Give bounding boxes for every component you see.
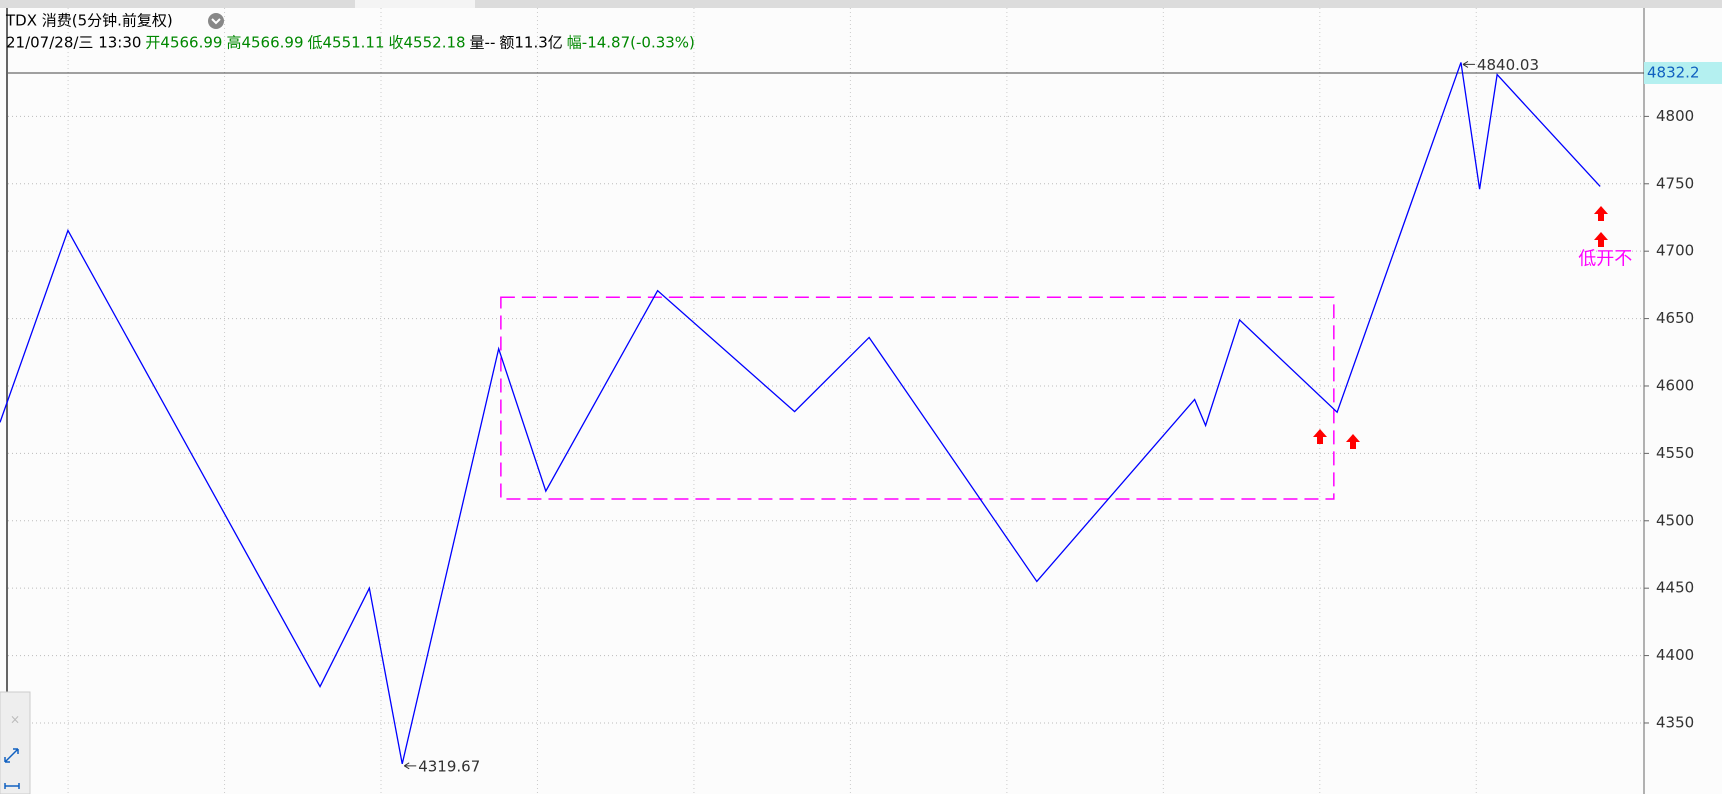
chart-title: TDX 消费(5分钟.前复权) xyxy=(5,12,173,30)
tab-active[interactable] xyxy=(355,0,475,8)
annotation: 低开不 xyxy=(1578,248,1632,269)
up-arrow xyxy=(1313,429,1327,444)
menu-chevron xyxy=(211,18,221,25)
y-tick-label: 4800 xyxy=(1656,107,1694,125)
info-field: 额11.3亿 xyxy=(499,34,562,52)
cursor-price-label: 4832.2 xyxy=(1647,63,1700,81)
annotation-arrow xyxy=(403,762,417,770)
info-field: 量-- xyxy=(470,34,496,52)
up-arrow xyxy=(1594,206,1608,221)
info-field: 21/07/28/三 13:30 xyxy=(6,34,141,52)
info-line: 21/07/28/三 13:30 开4566.99 高4566.99 低4551.11… xyxy=(6,34,695,52)
cursor-price-box xyxy=(1644,61,1722,84)
y-tick-label: 4650 xyxy=(1656,309,1694,327)
y-tick-label: 4400 xyxy=(1656,646,1694,664)
annotation: 4319.67 xyxy=(418,757,480,775)
y-tick-label: 4600 xyxy=(1656,376,1694,394)
y-tick-label: 4550 xyxy=(1656,444,1694,462)
info-field: 高4566.99 xyxy=(226,34,303,52)
up-arrow xyxy=(1594,232,1608,247)
y-tick-label: 4350 xyxy=(1656,713,1694,731)
y-tick-label: 4750 xyxy=(1656,174,1694,192)
y-tick-label: 4700 xyxy=(1656,242,1694,260)
annotation: 4840.03 xyxy=(1477,56,1539,74)
line-tool[interactable] xyxy=(4,748,19,763)
tab-strip xyxy=(0,0,1722,8)
up-arrow xyxy=(1346,434,1360,449)
signal-arrows xyxy=(1313,206,1608,449)
close-icon[interactable]: × xyxy=(10,713,20,727)
zigzag-line xyxy=(0,62,1601,765)
y-tick-label: 4450 xyxy=(1656,579,1694,597)
info-field: 低4551.11 xyxy=(307,34,384,52)
drawing-toolbar xyxy=(0,691,31,794)
info-field: 收4552.18 xyxy=(389,34,466,52)
info-field: 幅-14.87(-0.33%) xyxy=(567,34,695,52)
plot: 4350 4400 4450 4500 4550 4600 4650 4700 4750 4800… xyxy=(0,8,1722,794)
y-tick-label: 4500 xyxy=(1656,511,1694,529)
info-field: 开4566.99 xyxy=(145,34,222,52)
range-box xyxy=(500,296,1335,500)
title-menu[interactable] xyxy=(208,13,224,29)
segment-tool[interactable] xyxy=(4,783,20,789)
annotation-arrow xyxy=(1462,60,1475,68)
